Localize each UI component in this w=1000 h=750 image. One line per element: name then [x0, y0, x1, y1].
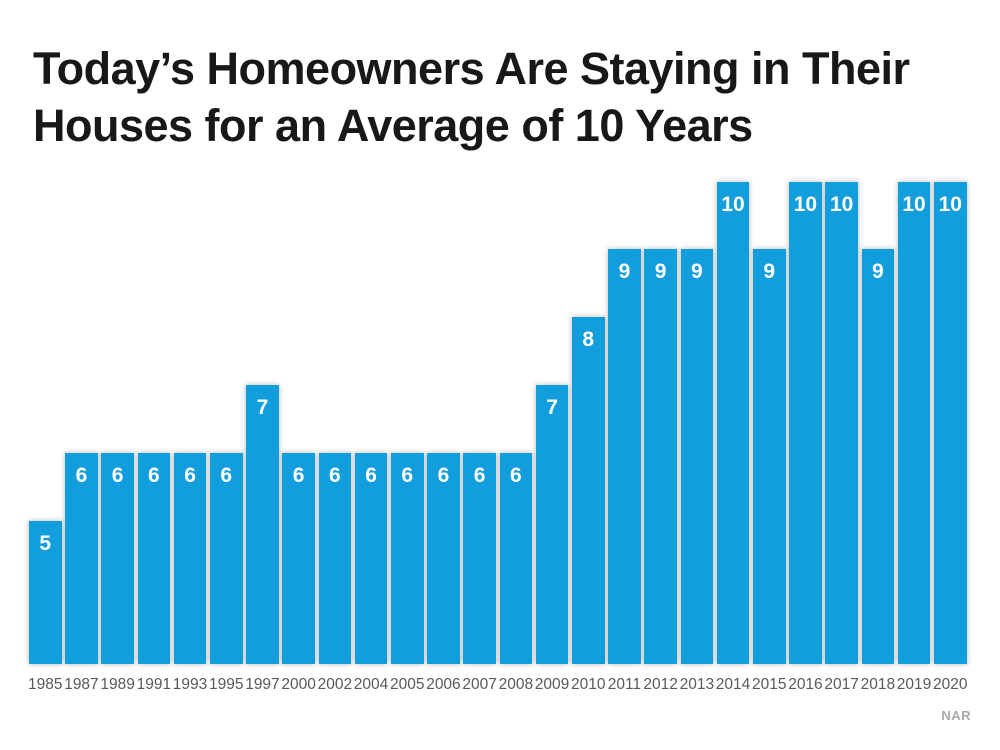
bar: 6	[65, 453, 98, 664]
bar: 6	[282, 453, 315, 664]
bar-value-label: 6	[437, 464, 450, 487]
bar: 10	[897, 182, 931, 664]
bar-value-label: 8	[582, 328, 595, 351]
x-axis-tick-label: 2014	[715, 676, 751, 693]
bar: 6	[173, 453, 207, 664]
chart-title-line-2: Houses for an Average of 10 Years	[33, 100, 753, 151]
bar: 6	[499, 453, 533, 664]
bar-value-label: 9	[872, 260, 884, 283]
bar: 6	[427, 453, 460, 664]
bar-value-label: 6	[220, 464, 233, 487]
x-axis-tick-label: 1995	[209, 676, 244, 693]
bar-value-label: 6	[510, 464, 522, 487]
bar-value-label: 6	[111, 464, 124, 487]
bar-value-label: 6	[329, 464, 341, 487]
bar: 6	[391, 453, 424, 664]
bar-value-label: 6	[184, 464, 196, 487]
x-axis-tick-label: 2011	[607, 676, 642, 693]
bar: 6	[354, 453, 388, 664]
source-label: NAR	[941, 708, 971, 723]
bar: 7	[535, 385, 569, 664]
bar: 10	[716, 182, 750, 664]
x-axis-tick-label: 2006	[426, 676, 461, 693]
x-axis-tick-label: 1985	[28, 676, 63, 693]
bar: 10	[789, 182, 822, 664]
x-axis-tick-label: 1997	[245, 676, 280, 693]
bar-value-label: 6	[75, 464, 88, 487]
bar-value-label: 10	[938, 193, 962, 216]
x-axis-tick-label: 1987	[64, 676, 99, 693]
bar: 10	[825, 182, 858, 664]
x-axis-tick-label: 2015	[752, 676, 787, 693]
x-axis-tick-label: 2018	[860, 676, 896, 693]
bar-value-label: 9	[763, 260, 776, 283]
bar-value-label: 6	[292, 464, 305, 487]
chart-title-line-1: Today’s Homeowners Are Staying in Their	[33, 43, 910, 94]
bar-value-label: 6	[148, 464, 160, 487]
bar: 9	[644, 249, 677, 664]
x-axis-tick-label: 2010	[571, 676, 606, 693]
bar-value-label: 6	[473, 464, 486, 487]
bar: 5	[29, 521, 62, 664]
x-axis-tick-label: 2016	[788, 676, 823, 693]
bar: 6	[318, 453, 352, 664]
bar: 6	[137, 453, 171, 664]
x-axis-tick-label: 2012	[643, 676, 678, 693]
bar-value-label: 10	[902, 193, 926, 216]
bar-value-label: 10	[829, 193, 854, 216]
x-axis-tick-label: 1989	[100, 676, 135, 693]
bar: 8	[572, 317, 605, 664]
x-axis-tick-label: 2008	[498, 676, 534, 693]
bar-value-label: 10	[793, 193, 818, 216]
x-axis-tick-label: 2020	[933, 676, 968, 693]
bar: 9	[753, 249, 786, 664]
bar-value-label: 10	[721, 193, 745, 216]
x-axis-tick-label: 2009	[534, 676, 570, 693]
chart-title: Today’s Homeowners Are Staying in Their …	[33, 40, 963, 154]
x-axis-tick-label: 2004	[353, 676, 389, 693]
x-axis-tick-label: 2000	[281, 676, 316, 693]
bar-value-label: 5	[39, 532, 52, 555]
x-axis-tick-label: 2005	[390, 676, 425, 693]
bar: 6	[210, 453, 243, 664]
bar-value-label: 9	[654, 260, 667, 283]
bar: 9	[680, 249, 714, 664]
bar: 6	[463, 453, 496, 664]
bar-value-label: 7	[546, 396, 558, 419]
bar: 10	[934, 182, 967, 664]
bar-value-label: 7	[256, 396, 269, 419]
x-axis-tick-label: 2017	[824, 676, 859, 693]
bar: 6	[101, 453, 134, 664]
bar-value-label: 9	[618, 260, 631, 283]
x-axis-tick-label: 2007	[462, 676, 497, 693]
bar-value-label: 6	[401, 464, 414, 487]
x-axis-tick-label: 2019	[896, 676, 932, 693]
x-axis-tick-label: 1993	[172, 676, 208, 693]
bar: 7	[246, 385, 279, 664]
bar-value-label: 6	[365, 464, 377, 487]
bar-value-label: 9	[691, 260, 703, 283]
x-axis-tick-label: 2002	[317, 676, 353, 693]
bar: 9	[608, 249, 641, 664]
bar: 9	[861, 249, 895, 664]
x-axis-tick-label: 1991	[136, 676, 172, 693]
x-axis-tick-label: 2013	[679, 676, 715, 693]
